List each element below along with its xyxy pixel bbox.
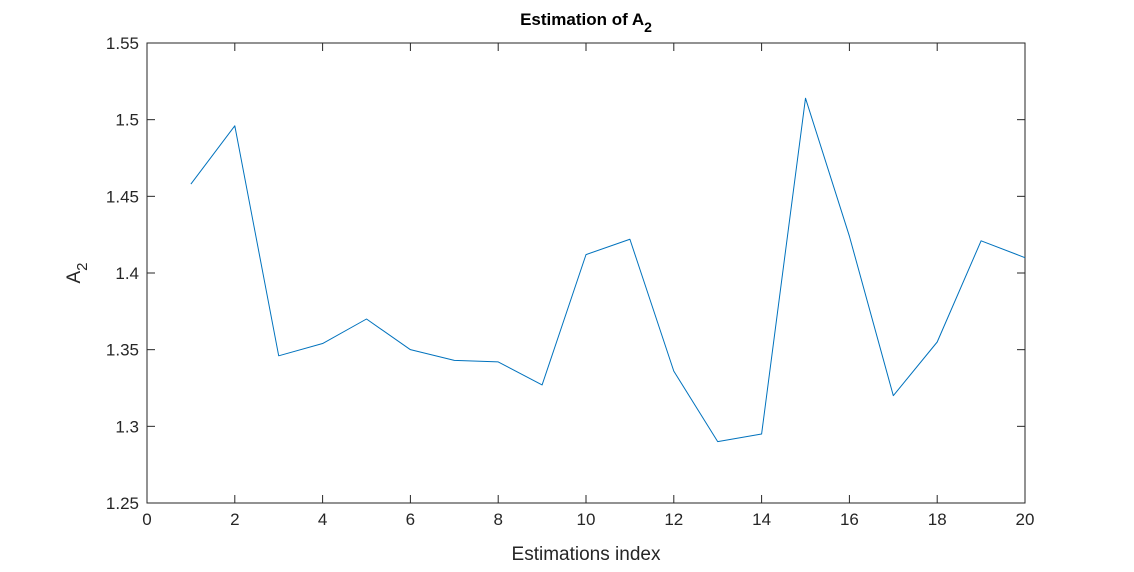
x-tick-label: 2 <box>230 510 239 529</box>
x-tick-label: 4 <box>318 510 327 529</box>
x-tick-label: 8 <box>493 510 502 529</box>
y-tick-label: 1.35 <box>106 341 139 360</box>
x-tick-label: 14 <box>752 510 771 529</box>
x-tick-label: 16 <box>840 510 859 529</box>
x-tick-label: 20 <box>1016 510 1035 529</box>
x-tick-label: 12 <box>664 510 683 529</box>
x-axis-label: Estimations index <box>512 544 661 565</box>
y-tick-label: 1.4 <box>115 264 139 283</box>
y-tick-label: 1.3 <box>115 417 139 436</box>
x-tick-label: 18 <box>928 510 947 529</box>
y-tick-label: 1.25 <box>106 494 139 513</box>
y-tick-label: 1.45 <box>106 187 139 206</box>
y-tick-label: 1.5 <box>115 111 139 130</box>
x-tick-label: 10 <box>577 510 596 529</box>
plot-area <box>147 43 1025 503</box>
x-tick-label: 6 <box>406 510 415 529</box>
y-tick-label: 1.55 <box>106 34 139 53</box>
x-tick-label: 0 <box>142 510 151 529</box>
